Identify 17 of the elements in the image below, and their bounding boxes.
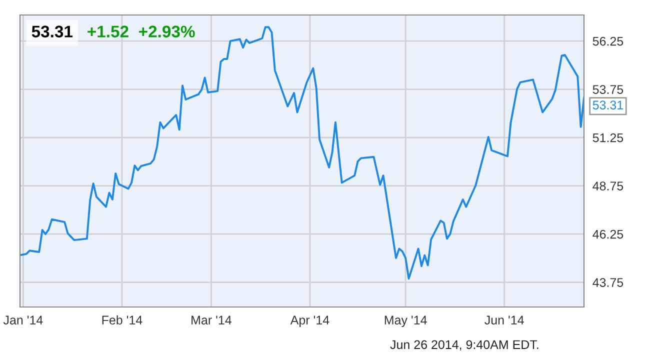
y-tick-label: 46.25 [592, 230, 624, 239]
y-tick-label: 51.25 [592, 133, 624, 142]
y-tick-label: 48.75 [592, 182, 624, 190]
y-tick-label: 43.75 [592, 278, 624, 287]
line-series [20, 26, 584, 280]
y-tick-label: 56.25 [592, 36, 624, 46]
x-tick-label: May '14 [384, 316, 427, 327]
y-tick-label: 53.75 [592, 85, 624, 94]
chart-subtitle: +1.52 +2.93% [88, 26, 195, 38]
x-tick-label: Feb '14 [102, 315, 142, 325]
annotation: 53.31 [592, 100, 624, 110]
x-tick-label: Mar '14 [192, 316, 232, 325]
x-tick-label: Apr '14 [290, 316, 330, 327]
x-tick-label: Jun '14 [484, 316, 524, 325]
text: Jun 26 2014, 9:40AM EDT. [390, 340, 538, 351]
x-tick-label: Jan '14 [3, 316, 43, 325]
chart-title: 53.31 [32, 26, 73, 38]
